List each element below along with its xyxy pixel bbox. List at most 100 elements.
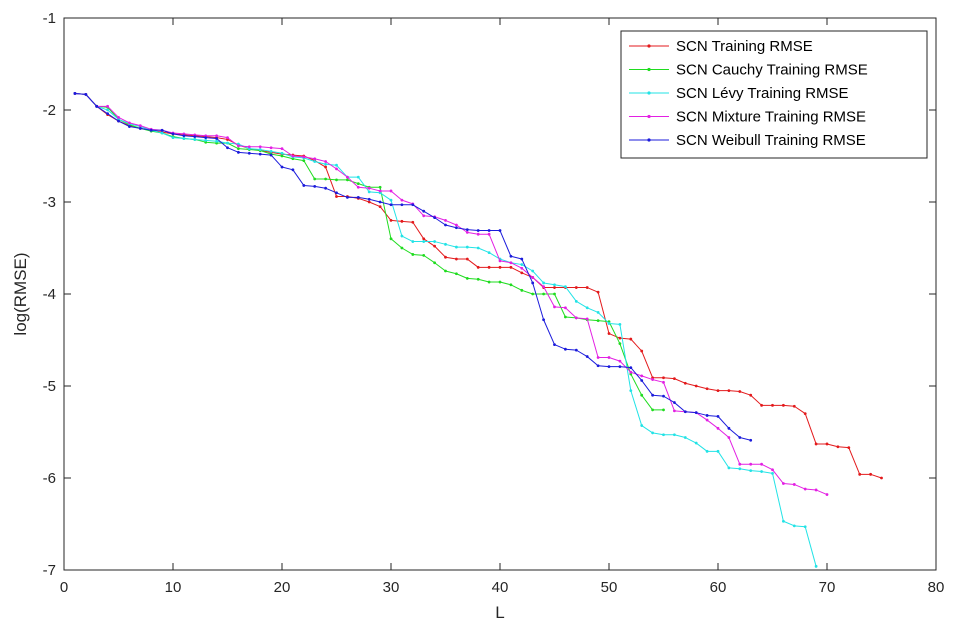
data-point xyxy=(694,411,698,415)
data-point xyxy=(738,436,742,439)
data-point xyxy=(607,332,611,335)
data-point xyxy=(106,104,109,108)
data-point xyxy=(618,359,622,363)
y-tick-label: -4 xyxy=(43,286,56,303)
series-5 xyxy=(73,92,753,442)
data-point xyxy=(509,283,513,287)
data-point xyxy=(149,128,153,132)
data-point xyxy=(433,240,436,243)
data-point xyxy=(749,462,753,466)
data-point xyxy=(509,261,513,265)
data-point xyxy=(444,269,447,273)
data-point xyxy=(226,141,229,145)
data-point xyxy=(247,151,251,155)
x-tick-label: 70 xyxy=(819,579,836,596)
data-point xyxy=(313,157,317,161)
data-point xyxy=(411,203,415,207)
data-point xyxy=(596,319,600,323)
x-tick-label: 40 xyxy=(492,579,509,596)
data-point xyxy=(127,125,131,128)
data-point xyxy=(422,209,426,213)
data-point xyxy=(738,467,742,471)
data-point xyxy=(106,112,109,116)
data-point xyxy=(215,134,219,138)
data-point xyxy=(640,349,644,353)
data-point xyxy=(651,378,654,381)
data-point xyxy=(422,240,426,243)
data-point xyxy=(553,343,556,346)
data-point xyxy=(487,265,491,269)
data-point xyxy=(378,189,382,193)
data-point xyxy=(237,147,240,151)
y-axis-title: log(RMSE) xyxy=(11,252,30,335)
data-point xyxy=(465,228,469,232)
y-tick-label: -1 xyxy=(43,10,56,27)
data-point xyxy=(629,337,633,341)
x-tick-label: 30 xyxy=(383,579,400,596)
data-point xyxy=(487,229,491,232)
data-point xyxy=(258,152,262,156)
data-point xyxy=(585,306,589,310)
data-point xyxy=(269,153,273,157)
data-point xyxy=(640,379,644,382)
data-point xyxy=(574,348,578,352)
data-point xyxy=(574,299,578,303)
data-point xyxy=(662,376,665,380)
data-point xyxy=(84,92,88,96)
legend-marker xyxy=(647,138,651,142)
data-point xyxy=(346,178,349,182)
data-point xyxy=(465,276,469,280)
data-point xyxy=(782,519,785,523)
data-point xyxy=(738,390,742,393)
legend-marker xyxy=(647,114,651,119)
data-point xyxy=(487,251,491,255)
data-point xyxy=(400,203,404,207)
data-point xyxy=(760,462,763,466)
x-tick-label: 50 xyxy=(601,579,618,596)
data-point xyxy=(313,177,317,181)
data-point xyxy=(564,306,567,310)
data-point xyxy=(346,175,349,179)
data-point xyxy=(444,223,447,227)
data-point xyxy=(520,288,524,292)
data-point xyxy=(553,286,556,289)
x-axis-title: L xyxy=(495,603,504,622)
data-point xyxy=(335,163,338,167)
data-point xyxy=(269,146,273,150)
data-point xyxy=(520,263,524,266)
data-point xyxy=(291,154,295,158)
data-point xyxy=(127,121,131,125)
data-point xyxy=(367,190,371,194)
data-point xyxy=(444,255,447,259)
data-point xyxy=(694,441,698,445)
data-point xyxy=(193,138,197,141)
data-point xyxy=(433,216,436,220)
data-point xyxy=(553,305,556,309)
data-point xyxy=(792,524,796,528)
data-point xyxy=(836,445,840,449)
data-point xyxy=(215,139,219,143)
data-point xyxy=(651,431,654,435)
data-point xyxy=(705,387,709,391)
legend-marker xyxy=(647,67,651,72)
data-point xyxy=(422,237,426,241)
data-point xyxy=(596,311,600,314)
data-point xyxy=(618,336,622,340)
data-point xyxy=(117,115,120,119)
legend-item: SCN Mixture Training RMSE xyxy=(629,109,866,126)
x-tick-label: 10 xyxy=(165,579,182,596)
data-point xyxy=(487,280,491,284)
data-point xyxy=(455,272,458,276)
data-point xyxy=(335,167,338,171)
data-point xyxy=(302,155,306,159)
series-layer xyxy=(73,92,883,568)
data-point xyxy=(673,433,676,437)
data-point xyxy=(607,365,611,369)
data-point xyxy=(542,318,545,322)
data-point xyxy=(160,131,164,135)
data-point xyxy=(498,280,502,284)
data-point xyxy=(662,408,665,412)
data-point xyxy=(476,232,480,236)
data-point xyxy=(378,205,382,209)
